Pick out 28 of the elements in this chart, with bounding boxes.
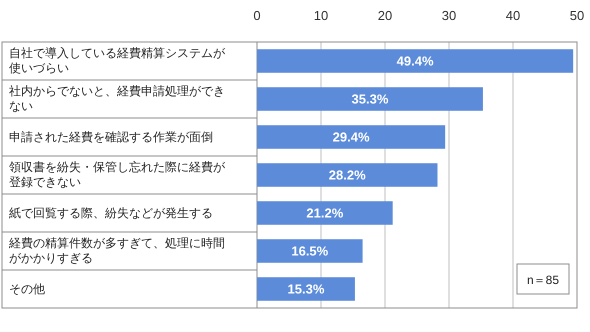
data-label: 16.5% — [291, 244, 329, 258]
y-tick-label: 自社で導入している経費精算システムが使いづらい — [9, 46, 226, 76]
data-label: 21.2% — [306, 206, 344, 220]
data-label: 15.3% — [288, 282, 325, 296]
annotation: n＝85 — [526, 273, 560, 287]
bar — [257, 277, 355, 301]
x-tick-label: 30 — [442, 8, 456, 23]
y-tick-label: 社内からでないと、経費申請処理ができない — [9, 84, 226, 114]
y-tick-label: 経費の精算件数が多すぎて、処理に時間がかかりすぎる — [9, 236, 226, 266]
bar — [257, 87, 483, 111]
data-label: 35.3% — [352, 92, 389, 106]
y-tick-label: 紙で回覧する際、紛失などが発生する — [9, 206, 213, 220]
x-tick-label: 0 — [253, 8, 261, 23]
bar — [257, 239, 363, 263]
data-label: 49.4% — [396, 54, 434, 68]
x-tick-label: 20 — [378, 8, 392, 23]
bar — [257, 125, 446, 149]
x-tick-label: 50 — [570, 8, 584, 23]
y-tick-label: その他 — [9, 282, 45, 296]
y-tick-label: 申請された経費を確認する作業が面倒 — [9, 130, 213, 144]
bar — [257, 201, 393, 225]
bar — [257, 49, 574, 73]
bar — [257, 163, 438, 187]
x-tick-label: 40 — [506, 8, 520, 23]
data-label: 29.4% — [332, 130, 370, 144]
data-label: 28.2% — [328, 168, 366, 182]
x-tick-label: 10 — [314, 8, 328, 23]
y-tick-label: 領収書を紛失・保管し忘れた際に経費が登録できない — [9, 160, 226, 190]
